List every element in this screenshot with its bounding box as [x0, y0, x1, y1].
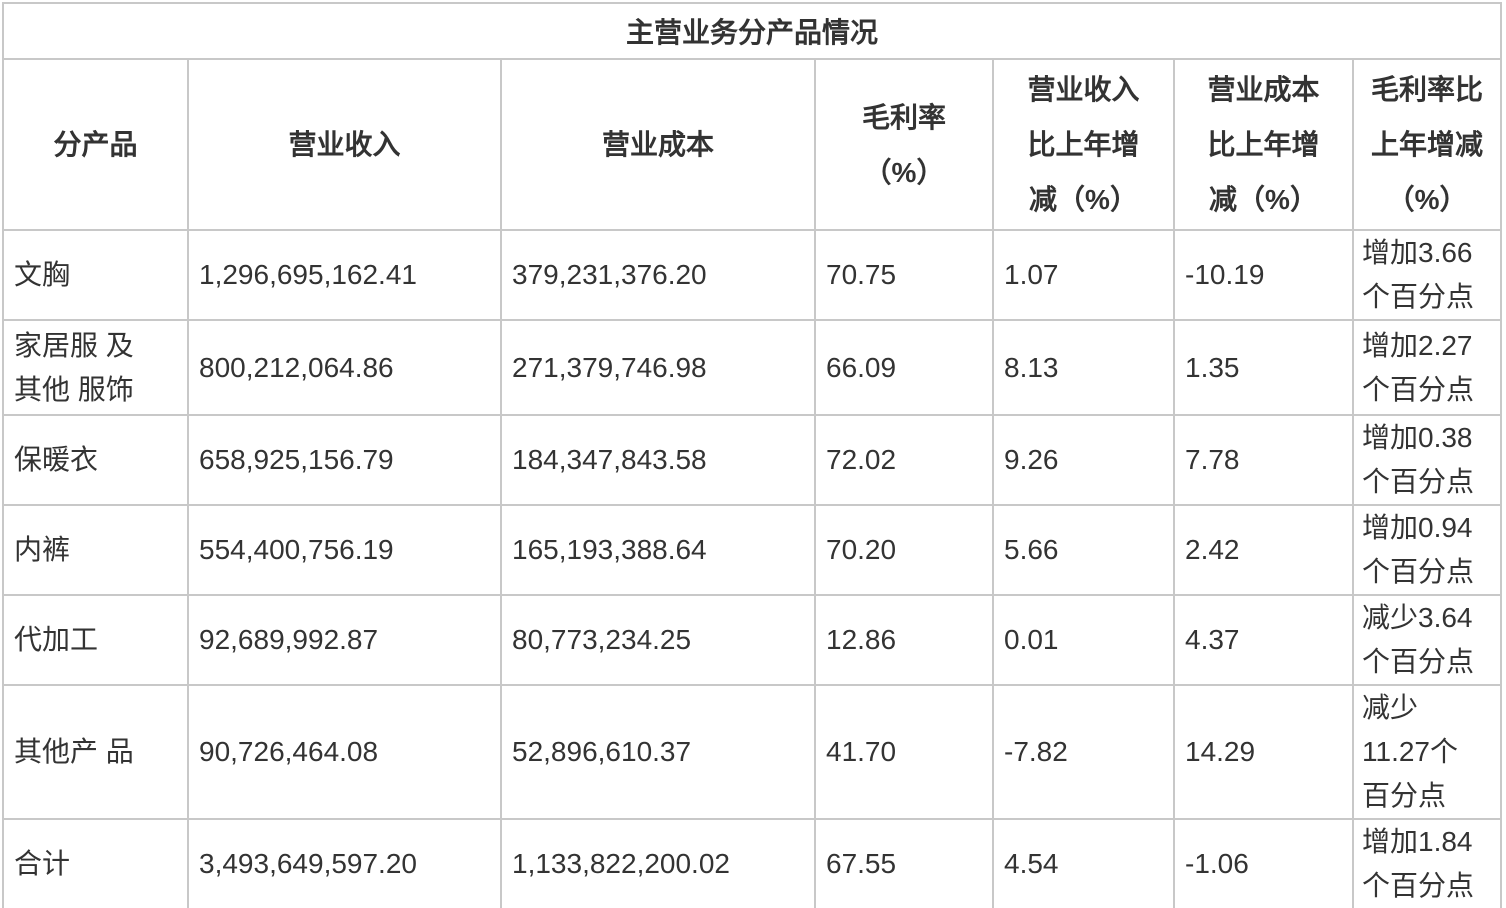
cell-product: 其他产 品: [2, 684, 189, 820]
table-header-row: 分产品 营业收入 营业成本 毛利率 （%） 营业收入 比上年增 减（%） 营业成…: [2, 58, 1503, 231]
cell-margin: 70.75: [814, 229, 994, 321]
cell-product: 内裤: [2, 504, 189, 596]
cell-margin-yoy: 增加1.84 个百分点: [1351, 818, 1503, 908]
table-row: 其他产 品 90,726,464.08 52,896,610.37 41.70 …: [2, 684, 1503, 820]
cell-cost: 80,773,234.25: [500, 594, 816, 686]
cell-margin: 41.70: [814, 684, 994, 820]
cell-revenue: 554,400,756.19: [187, 504, 502, 596]
cell-cost: 184,347,843.58: [500, 414, 816, 506]
cell-revenue-yoy: 4.54: [992, 818, 1175, 908]
table-row: 家居服 及 其他 服饰 800,212,064.86 271,379,746.9…: [2, 319, 1503, 416]
cell-cost-yoy: -1.06: [1173, 818, 1354, 908]
cell-revenue-yoy: 0.01: [992, 594, 1175, 686]
cell-revenue: 3,493,649,597.20: [187, 818, 502, 908]
cell-revenue-yoy: 1.07: [992, 229, 1175, 321]
cell-margin-yoy: 增加0.38 个百分点: [1351, 414, 1503, 506]
cell-cost: 379,231,376.20: [500, 229, 816, 321]
table-row-total: 合计 3,493,649,597.20 1,133,822,200.02 67.…: [2, 818, 1503, 908]
cell-revenue-yoy: 9.26: [992, 414, 1175, 506]
cell-cost-yoy: 1.35: [1173, 319, 1354, 416]
cell-cost-yoy: 4.37: [1173, 594, 1354, 686]
cell-margin: 72.02: [814, 414, 994, 506]
table-row: 内裤 554,400,756.19 165,193,388.64 70.20 5…: [2, 504, 1503, 596]
cell-margin: 66.09: [814, 319, 994, 416]
cell-margin: 67.55: [814, 818, 994, 908]
col-header-revenue: 营业收入: [187, 58, 502, 231]
table-title-row: 主营业务分产品情况: [1, 2, 1503, 60]
table-title: 主营业务分产品情况: [1, 2, 1503, 60]
cell-cost: 52,896,610.37: [500, 684, 816, 820]
cell-margin-yoy: 增加2.27 个百分点: [1351, 319, 1503, 416]
cell-margin-yoy: 增加0.94 个百分点: [1351, 504, 1503, 596]
cell-product: 家居服 及 其他 服饰: [2, 319, 189, 416]
cell-cost: 271,379,746.98: [500, 319, 816, 416]
cell-product: 代加工: [2, 594, 189, 686]
cell-revenue-yoy: 8.13: [992, 319, 1175, 416]
cell-revenue: 90,726,464.08: [187, 684, 502, 820]
cell-product: 文胸: [2, 229, 189, 321]
col-header-margin-yoy: 毛利率比 上年增减 （%）: [1351, 58, 1503, 231]
cell-margin-yoy: 增加3.66 个百分点: [1351, 229, 1503, 321]
table-row: 保暖衣 658,925,156.79 184,347,843.58 72.02 …: [2, 414, 1503, 506]
cell-cost-yoy: -10.19: [1173, 229, 1354, 321]
cell-product: 保暖衣: [2, 414, 189, 506]
cell-margin-yoy: 减少 11.27个 百分点: [1351, 684, 1503, 820]
cell-product: 合计: [2, 818, 189, 908]
cell-revenue: 658,925,156.79: [187, 414, 502, 506]
cell-revenue: 92,689,992.87: [187, 594, 502, 686]
cell-revenue-yoy: 5.66: [992, 504, 1175, 596]
col-header-product: 分产品: [2, 58, 189, 231]
cell-cost: 1,133,822,200.02: [500, 818, 816, 908]
cell-margin: 12.86: [814, 594, 994, 686]
col-header-cost-yoy: 营业成本 比上年增 减（%）: [1173, 58, 1354, 231]
cell-revenue: 800,212,064.86: [187, 319, 502, 416]
table-row: 代加工 92,689,992.87 80,773,234.25 12.86 0.…: [2, 594, 1503, 686]
cell-revenue-yoy: -7.82: [992, 684, 1175, 820]
cell-cost-yoy: 7.78: [1173, 414, 1354, 506]
cell-revenue: 1,296,695,162.41: [187, 229, 502, 321]
table-row: 文胸 1,296,695,162.41 379,231,376.20 70.75…: [2, 229, 1503, 321]
col-header-cost: 营业成本: [500, 58, 816, 231]
cell-margin: 70.20: [814, 504, 994, 596]
col-header-revenue-yoy: 营业收入 比上年增 减（%）: [992, 58, 1175, 231]
cell-cost-yoy: 14.29: [1173, 684, 1354, 820]
cell-margin-yoy: 减少3.64 个百分点: [1351, 594, 1503, 686]
col-header-gross-margin: 毛利率 （%）: [814, 58, 994, 231]
cell-cost: 165,193,388.64: [500, 504, 816, 596]
cell-cost-yoy: 2.42: [1173, 504, 1354, 596]
